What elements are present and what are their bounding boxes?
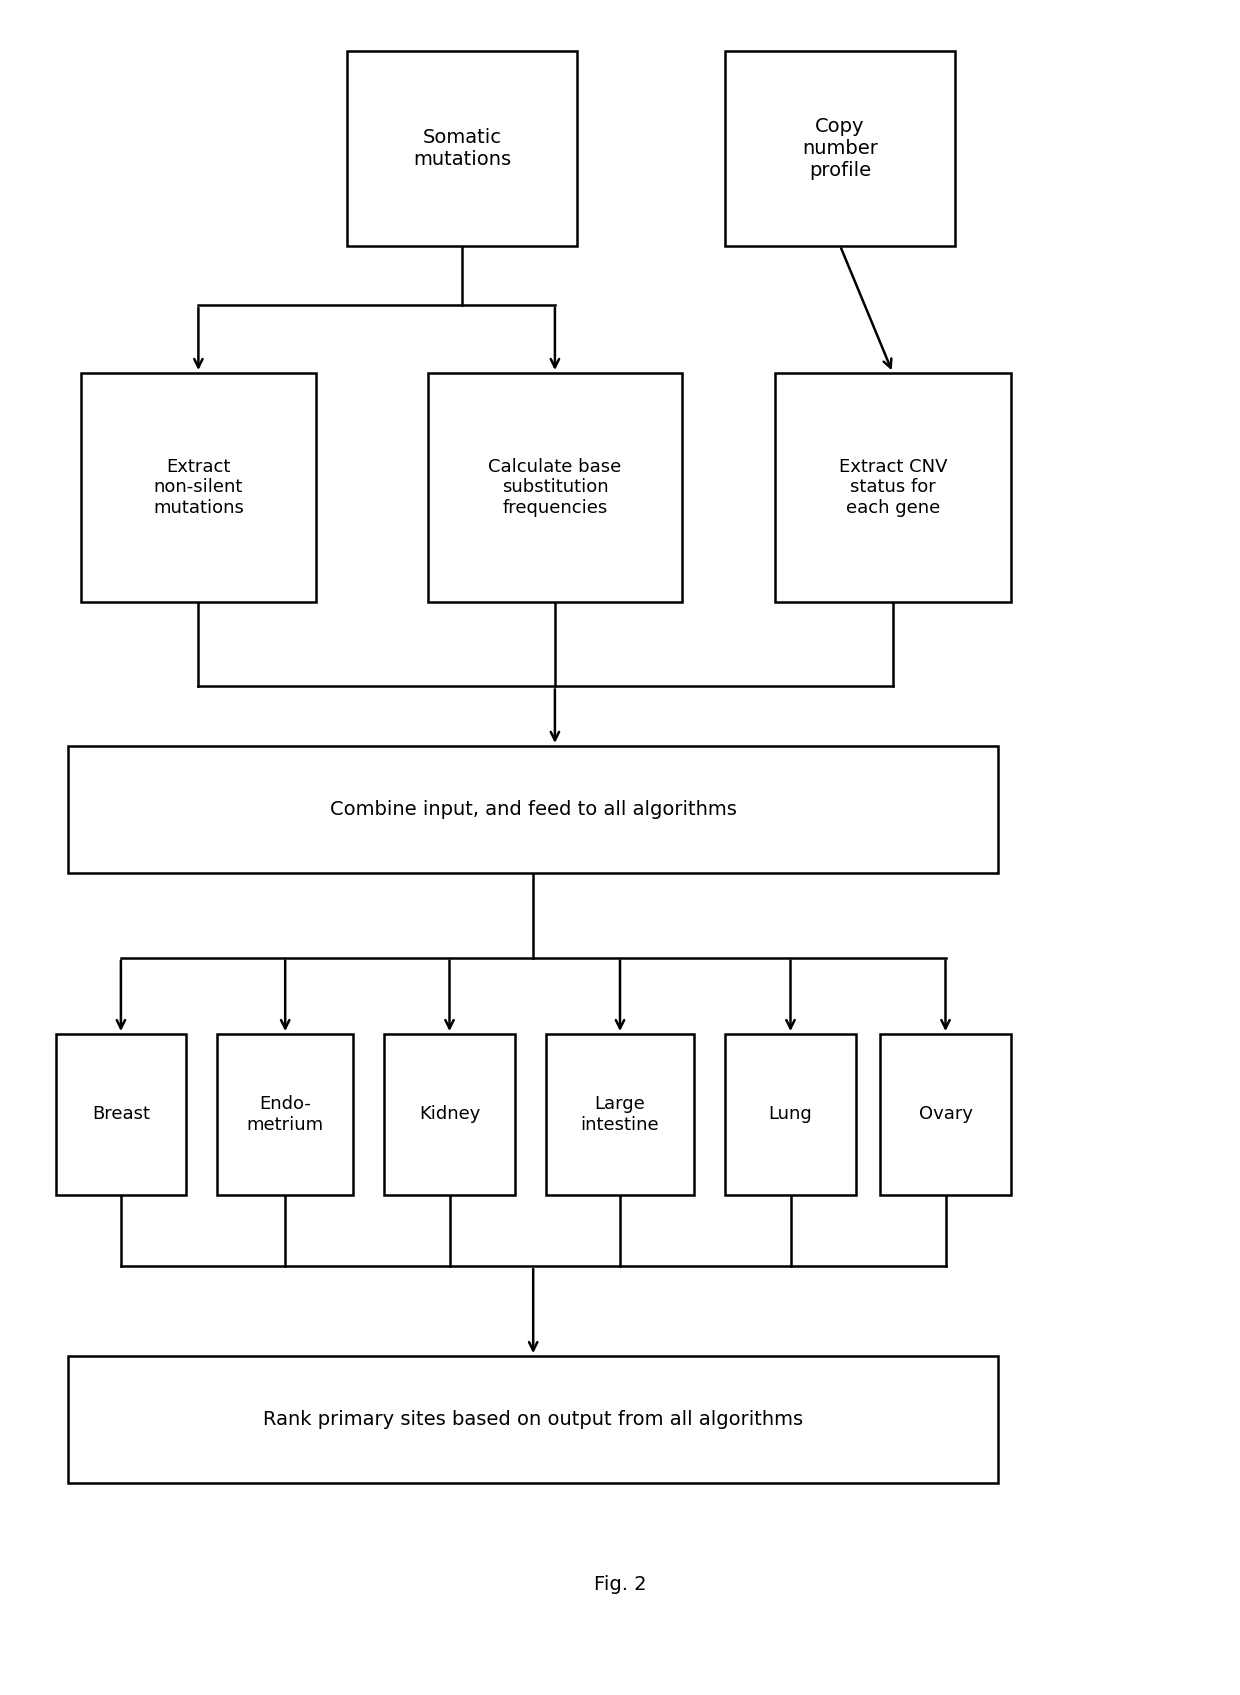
FancyBboxPatch shape [880, 1034, 1011, 1195]
Text: Large
intestine: Large intestine [580, 1095, 660, 1134]
FancyBboxPatch shape [725, 1034, 856, 1195]
Text: Fig. 2: Fig. 2 [594, 1575, 646, 1595]
Text: Copy
number
profile: Copy number profile [802, 117, 878, 180]
FancyBboxPatch shape [68, 746, 998, 873]
Text: Breast: Breast [92, 1105, 150, 1124]
FancyBboxPatch shape [725, 51, 955, 246]
Text: Extract CNV
status for
each gene: Extract CNV status for each gene [838, 458, 947, 517]
FancyBboxPatch shape [775, 373, 1011, 602]
Text: Combine input, and feed to all algorithms: Combine input, and feed to all algorithm… [330, 800, 737, 819]
Text: Lung: Lung [769, 1105, 812, 1124]
Text: Kidney: Kidney [419, 1105, 480, 1124]
FancyBboxPatch shape [68, 1356, 998, 1483]
FancyBboxPatch shape [81, 373, 316, 602]
FancyBboxPatch shape [384, 1034, 515, 1195]
FancyBboxPatch shape [546, 1034, 694, 1195]
Text: Somatic
mutations: Somatic mutations [413, 127, 511, 170]
FancyBboxPatch shape [56, 1034, 186, 1195]
Text: Endo-
metrium: Endo- metrium [247, 1095, 324, 1134]
Text: Rank primary sites based on output from all algorithms: Rank primary sites based on output from … [263, 1410, 804, 1429]
Text: Calculate base
substitution
frequencies: Calculate base substitution frequencies [489, 458, 621, 517]
FancyBboxPatch shape [428, 373, 682, 602]
Text: Ovary: Ovary [919, 1105, 972, 1124]
FancyBboxPatch shape [217, 1034, 353, 1195]
FancyBboxPatch shape [347, 51, 577, 246]
Text: Extract
non-silent
mutations: Extract non-silent mutations [153, 458, 244, 517]
